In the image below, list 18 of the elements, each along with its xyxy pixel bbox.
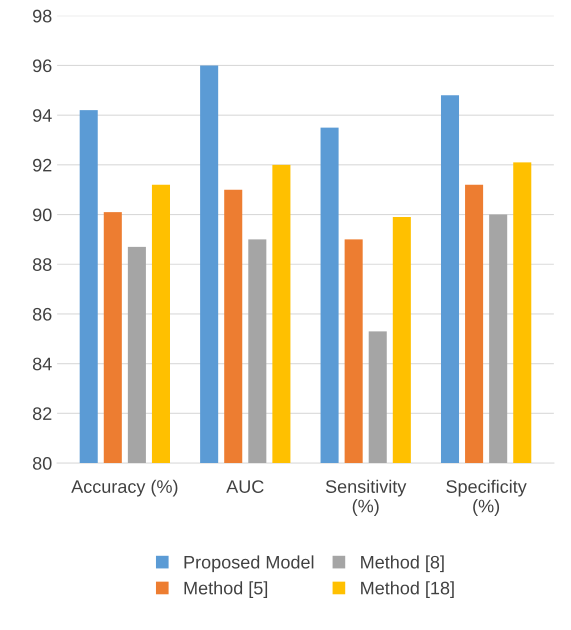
- y-tick-label: 90: [33, 208, 52, 222]
- y-tick-label: 86: [32, 308, 52, 321]
- x-tick-label: AUC: [226, 480, 264, 493]
- y-tick-label: 84: [32, 358, 52, 370]
- y-tick-label: 80: [32, 456, 52, 470]
- x-tick-label: Sensitivity (%): [326, 480, 406, 516]
- x-tick-label: Specificity (%): [446, 480, 527, 516]
- x-tick-label: Accuracy (%): [71, 480, 178, 497]
- y-tick-label: 82: [32, 407, 52, 420]
- legend-label: Method [5]: [184, 581, 268, 598]
- y-tick-label: 98: [33, 10, 52, 22]
- legend-label: Method [8]: [361, 555, 444, 572]
- legend-label: Method [18]: [361, 581, 454, 598]
- y-tick-label: 92: [33, 158, 52, 172]
- y-tick-label: 94: [33, 109, 52, 122]
- y-tick-label: 96: [33, 59, 52, 72]
- y-tick-label: 88: [32, 258, 52, 271]
- legend-label: Proposed Model: [184, 555, 314, 572]
